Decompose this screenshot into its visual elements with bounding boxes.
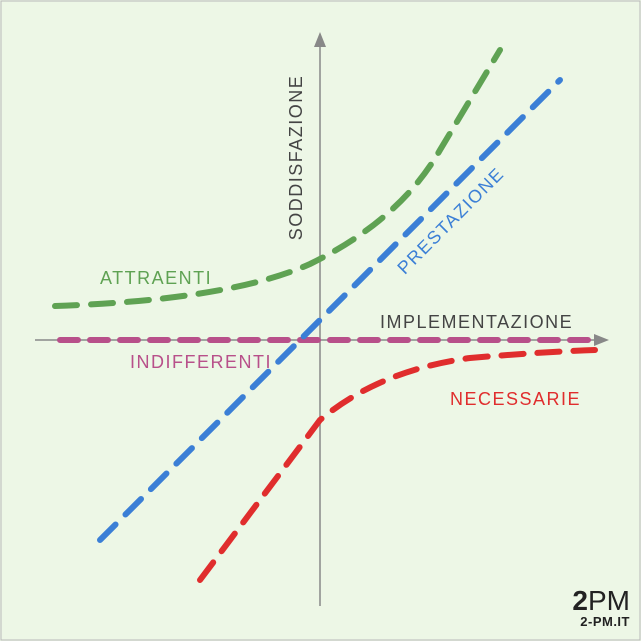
label-necessarie: NECESSARIE <box>450 389 581 409</box>
logo-pm: PM <box>588 585 630 616</box>
label-indifferenti: INDIFFERENTI <box>130 352 272 372</box>
label-attraenti: ATTRAENTI <box>100 268 212 288</box>
x-axis-label: IMPLEMENTAZIONE <box>380 312 573 332</box>
logo-url: 2-PM.IT <box>580 614 630 629</box>
svg-text:2PM: 2PM <box>572 585 630 616</box>
logo: 2PM 2-PM.IT <box>572 585 630 629</box>
kano-diagram: SODDISFAZIONE IMPLEMENTAZIONE ATTRAENTI … <box>0 0 641 641</box>
diagram-svg: SODDISFAZIONE IMPLEMENTAZIONE ATTRAENTI … <box>0 0 641 641</box>
logo-2: 2 <box>572 585 588 616</box>
y-axis-label: SODDISFAZIONE <box>286 75 306 241</box>
